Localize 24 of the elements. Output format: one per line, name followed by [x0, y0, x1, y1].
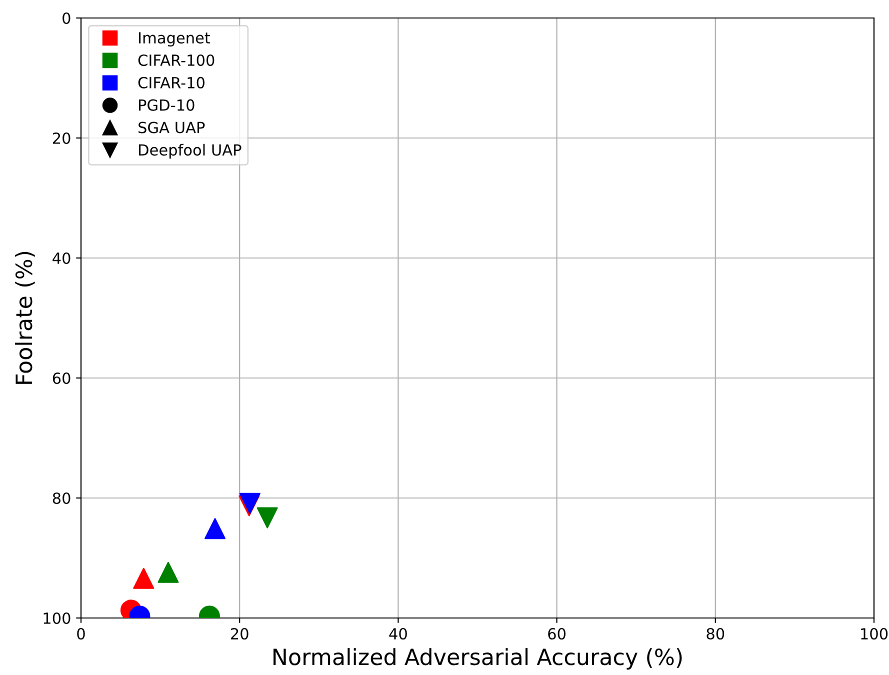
- x-tick-label: 100: [861, 628, 888, 640]
- x-tick-label: 40: [389, 628, 407, 640]
- legend-label: SGA UAP: [138, 122, 205, 134]
- point: [158, 562, 179, 583]
- y-tick-label: 100: [44, 612, 70, 624]
- y-tick-label: 20: [52, 132, 70, 144]
- point: [256, 507, 278, 528]
- y-axis-title: Foolrate (%): [15, 252, 35, 384]
- x-tick-label: 60: [548, 628, 566, 640]
- legend-label: CIFAR-100: [138, 54, 214, 66]
- y-tick-label: 60: [52, 372, 70, 384]
- legend-label: CIFAR-10: [138, 76, 204, 88]
- legend-label: Deepfool UAP: [139, 144, 242, 159]
- x-axis-title: Normalized Adversarial Accuracy (%): [274, 648, 682, 670]
- x-tick-label: 0: [77, 628, 85, 640]
- legend-label: Imagenet: [139, 32, 210, 47]
- y-tick-label: 40: [52, 252, 70, 264]
- x-tick-label: 80: [706, 628, 724, 640]
- x-tick-label: 20: [231, 628, 248, 640]
- legend-label: PGD-10: [139, 99, 194, 111]
- y-tick-label: 0: [62, 12, 70, 24]
- point: [133, 568, 154, 589]
- point: [204, 518, 226, 540]
- y-tick-label: 80: [52, 492, 70, 504]
